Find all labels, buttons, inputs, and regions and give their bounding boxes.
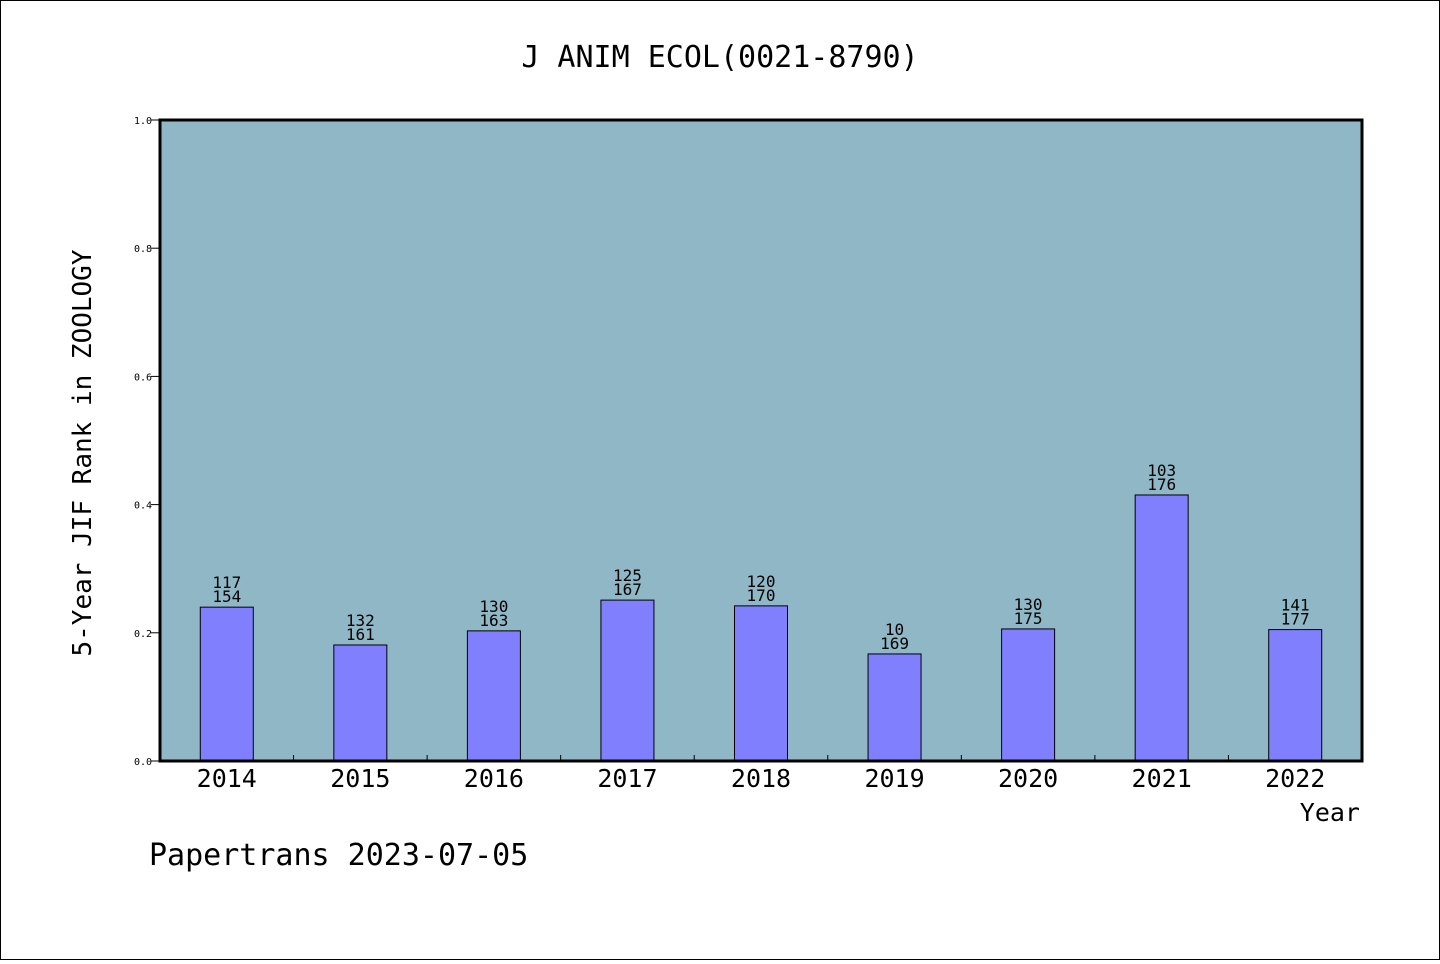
bar-2015 bbox=[333, 644, 388, 762]
bar-label-rank: 130 bbox=[479, 597, 508, 616]
y-tick-label: 0.0 bbox=[134, 757, 152, 768]
bar-labels: 2014117154201513216120161301632017125167… bbox=[197, 461, 1326, 793]
bar-label-total: 169 bbox=[880, 634, 909, 653]
x-tick-label: 2020 bbox=[998, 764, 1058, 793]
bar-label-total: 176 bbox=[1147, 475, 1176, 494]
y-tick-label: 0.4 bbox=[134, 501, 152, 512]
x-tick-label: 2018 bbox=[731, 764, 791, 793]
bar-2017 bbox=[600, 599, 655, 762]
bars bbox=[199, 494, 1323, 762]
bar-label-total: 170 bbox=[747, 586, 776, 605]
bar-2018 bbox=[734, 605, 788, 762]
bar-label-rank: 120 bbox=[747, 572, 776, 591]
bar-2020 bbox=[1001, 628, 1056, 762]
bar-2016 bbox=[466, 630, 521, 762]
bar-2014 bbox=[199, 606, 254, 762]
bar-2021 bbox=[1134, 494, 1189, 762]
y-axis-label: 5-Year JIF Rank in ZOOLOGY bbox=[68, 249, 98, 656]
x-tick-label: 2016 bbox=[464, 764, 524, 793]
x-tick-label: 2014 bbox=[197, 764, 257, 793]
bar-2022 bbox=[1268, 629, 1323, 762]
bar-2019 bbox=[867, 653, 922, 762]
y-tick-label: 0.8 bbox=[134, 244, 152, 255]
bar-label-total: 175 bbox=[1014, 609, 1043, 628]
y-tick-label: 0.6 bbox=[134, 372, 152, 383]
plot-border bbox=[158, 118, 1364, 763]
bar-label-rank: 117 bbox=[212, 573, 241, 592]
bar-label-rank: 132 bbox=[346, 611, 375, 630]
bar-label-rank: 103 bbox=[1147, 461, 1176, 480]
bar-label-rank: 130 bbox=[1014, 595, 1043, 614]
bar-label-total: 163 bbox=[479, 611, 508, 630]
x-tick-label: 2017 bbox=[597, 764, 657, 793]
x-tick-label: 2015 bbox=[330, 764, 390, 793]
chart-title: J ANIM ECOL(0021-8790) bbox=[521, 40, 918, 75]
bar-label-total: 167 bbox=[613, 580, 642, 599]
bar-label-total: 161 bbox=[346, 625, 375, 644]
x-axis-label: Year bbox=[1300, 798, 1360, 827]
y-tick-label: 0.2 bbox=[134, 629, 152, 640]
bar-label-rank: 10 bbox=[885, 620, 904, 639]
y-tick-label: 1.0 bbox=[134, 116, 152, 127]
x-tick-label: 2019 bbox=[864, 764, 924, 793]
bar-label-rank: 141 bbox=[1281, 596, 1310, 615]
bar-label-total: 177 bbox=[1281, 610, 1310, 629]
bar-label-total: 154 bbox=[212, 587, 241, 606]
x-tick-label: 2022 bbox=[1265, 764, 1325, 793]
footer-text: Papertrans 2023-07-05 bbox=[149, 838, 528, 873]
x-tick-label: 2021 bbox=[1132, 764, 1192, 793]
bar-label-rank: 125 bbox=[613, 566, 642, 585]
